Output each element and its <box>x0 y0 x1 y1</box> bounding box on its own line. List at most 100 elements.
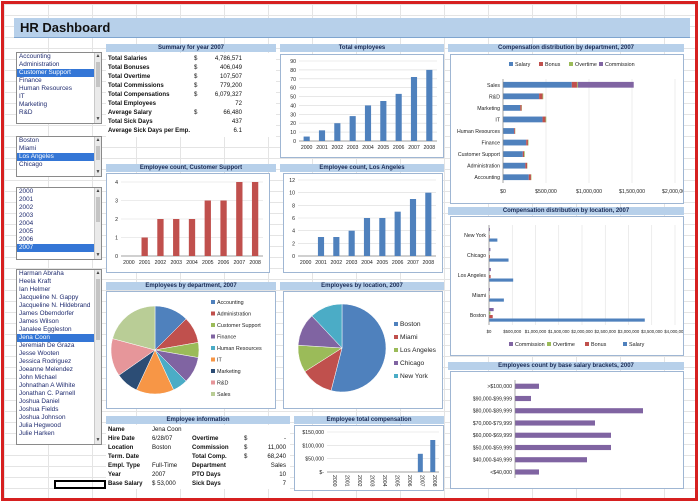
scrollbar[interactable]: ▲ ▼ <box>94 188 101 259</box>
employees-list-item[interactable]: Jessica Rodriguez <box>19 358 72 365</box>
y-tick-label: 1 <box>115 236 118 242</box>
scroll-thumb[interactable] <box>96 62 100 87</box>
employees-list-item[interactable]: Julia Hegwood <box>19 422 61 429</box>
summary-currency: $ <box>194 91 198 98</box>
employees-list-item[interactable]: Joshua Johnson <box>19 414 66 421</box>
comp-dept-chart: Salary Bonus Overtime Commission $0 $500,000 $… <box>457 62 688 195</box>
employees-list-item[interactable]: Joshua Daniel <box>19 398 60 405</box>
departments-list-item[interactable]: Customer Support <box>17 69 101 77</box>
y-tick-label: <$40,000 <box>490 470 512 476</box>
legend-label: Commission <box>605 62 635 68</box>
legend-label: Human Resources <box>217 346 262 352</box>
summary-table: Total Salaries $4,786,571 Total Bonuses $40… <box>106 53 276 137</box>
employees-list-item[interactable]: Ian Helmer <box>19 286 51 293</box>
y-tick-label: $70,000-$79,999 <box>473 421 512 427</box>
y-tick-label: Accounting <box>474 175 500 181</box>
scroll-up-icon[interactable]: ▲ <box>95 270 101 276</box>
x-tick-label: 2001 <box>139 260 151 266</box>
scrollbar[interactable]: ▲ ▼ <box>94 53 101 123</box>
locations-list-item[interactable]: Boston <box>19 137 39 144</box>
bar-segment <box>545 116 547 123</box>
scrollbar[interactable]: ▲ ▼ <box>94 270 101 444</box>
bar <box>379 218 386 256</box>
departments-list-item[interactable]: Accounting <box>19 53 51 60</box>
years-list-item[interactable]: 2004 <box>19 220 34 227</box>
scroll-down-icon[interactable]: ▼ <box>95 437 101 443</box>
y-tick-label: Los Angeles <box>458 273 487 279</box>
scroll-up-icon[interactable]: ▲ <box>95 188 101 194</box>
year-listbox[interactable]: 2000 2001 2002 2003 2004 2005 2006 2007 ▲ ▼ <box>16 187 102 260</box>
employees-list-item[interactable]: Jeremiah De Graza <box>19 342 75 349</box>
employees-list-item[interactable]: James Wilson <box>19 318 59 325</box>
departments-list-item[interactable]: Marketing <box>19 101 48 108</box>
years-list-item[interactable]: 2003 <box>19 212 34 219</box>
departments-list-item[interactable]: Administration <box>19 61 60 68</box>
locations-list-item[interactable]: Miami <box>19 145 37 152</box>
emp-info-currency: $ <box>244 435 248 442</box>
employees-list-item[interactable]: James Oberndorfer <box>19 310 75 317</box>
years-list-item[interactable]: 2005 <box>19 228 34 235</box>
bar-segment <box>503 128 515 134</box>
legend-swatch <box>211 311 215 316</box>
active-cell-cursor[interactable] <box>54 480 106 489</box>
x-tick-label: 2007 <box>407 260 419 266</box>
years-list-item[interactable]: 2006 <box>19 236 34 243</box>
x-tick-label: $0 <box>500 189 506 195</box>
emp-info-label: Empl. Type <box>108 462 141 469</box>
scroll-down-icon[interactable]: ▼ <box>95 169 101 175</box>
employees-list-item[interactable]: Harman Abraha <box>19 270 64 277</box>
x-tick-label: 2004 <box>381 475 387 487</box>
departments-list-item[interactable]: IT <box>19 93 25 100</box>
employees-list-item[interactable]: Johnathan A Wilhite <box>19 382 76 389</box>
employees-list-item[interactable]: Joeanne Melendez <box>19 366 74 373</box>
legend-label: Administration <box>217 312 251 318</box>
years-list-item[interactable]: 2002 <box>19 204 34 211</box>
employees-list-item[interactable]: Janalee Eggleston <box>19 326 72 333</box>
scrollbar[interactable]: ▲ ▼ <box>94 137 101 176</box>
departments-list-item[interactable]: R&D <box>19 109 33 116</box>
summary-currency: $ <box>194 82 198 89</box>
legend-label: Boston <box>400 321 421 328</box>
employees-list-item[interactable]: Jesse Wooten <box>19 350 60 357</box>
scroll-down-icon[interactable]: ▼ <box>95 116 101 122</box>
emp-info-currency: $ <box>244 453 248 460</box>
employees-list-item[interactable]: Jacqueline N. Hildebrand <box>19 302 91 309</box>
departments-list-item[interactable]: Human Resources <box>19 85 72 92</box>
y-tick-label: R&D <box>489 94 500 100</box>
scroll-up-icon[interactable]: ▲ <box>95 137 101 143</box>
legend-swatch <box>569 62 573 66</box>
bar <box>364 105 372 141</box>
scroll-thumb[interactable] <box>96 197 100 222</box>
employees-list-item[interactable]: Jonathan C. Parnell <box>19 390 76 397</box>
scroll-thumb[interactable] <box>96 146 100 160</box>
employees-list-item[interactable]: Joshua Fields <box>19 406 59 413</box>
employees-list-item[interactable]: Jena Coon <box>17 334 101 342</box>
bar <box>425 192 432 256</box>
x-tick-label: 2006 <box>218 260 230 266</box>
departments-list-item[interactable]: Finance <box>19 77 42 84</box>
scroll-thumb[interactable] <box>96 279 100 340</box>
employees-list-item[interactable]: Heela Kraft <box>19 278 51 285</box>
y-tick-label: 2 <box>115 217 118 223</box>
y-tick-label: 10 <box>290 130 296 136</box>
legend-swatch <box>394 374 398 378</box>
x-tick-label: 2002 <box>155 260 167 266</box>
bar <box>489 288 490 292</box>
employees-list-item[interactable]: Jacqueline N. Gappy <box>19 294 79 301</box>
years-list-item[interactable]: 2000 <box>19 188 34 195</box>
scroll-down-icon[interactable]: ▼ <box>95 252 101 258</box>
summary-value: 66,480 <box>223 109 242 116</box>
department-listbox[interactable]: Accounting Administration Customer Support… <box>16 52 102 124</box>
x-tick-label: 2005 <box>378 145 390 151</box>
locations-list-item[interactable]: Chicago <box>19 161 43 168</box>
locations-list-item[interactable]: Los Angeles <box>17 153 101 161</box>
employee-listbox[interactable]: Harman Abraha Heela Kraft Ian Helmer Jacque… <box>16 269 102 445</box>
location-listbox[interactable]: Boston Miami Los Angeles Chicago ▲ ▼ <box>16 136 102 177</box>
employees-list-item[interactable]: Julie Harken <box>19 430 55 437</box>
years-list-item[interactable]: 2001 <box>19 196 34 203</box>
bar <box>489 318 645 322</box>
bar <box>515 444 611 451</box>
years-list-item[interactable]: 2007 <box>17 244 101 252</box>
scroll-up-icon[interactable]: ▲ <box>95 53 101 59</box>
employees-list-item[interactable]: John Michael <box>19 374 57 381</box>
